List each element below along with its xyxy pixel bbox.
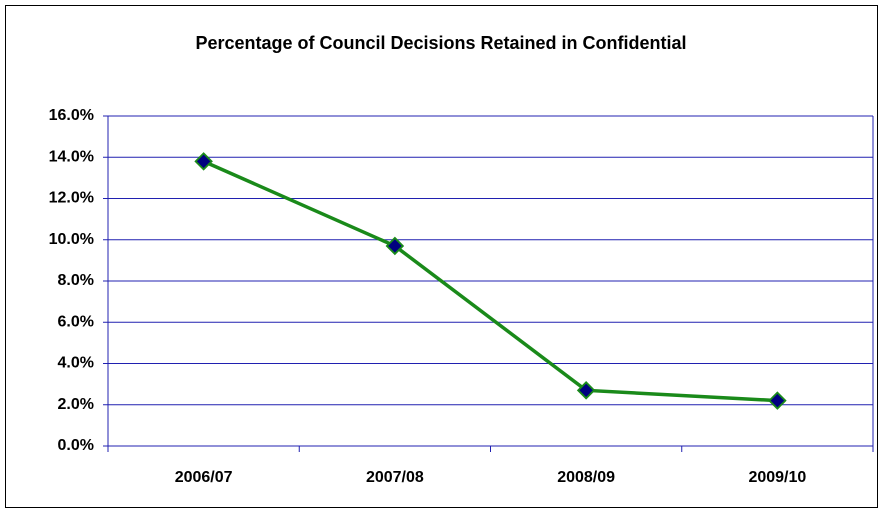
x-tick-label: 2007/08 bbox=[366, 469, 424, 486]
y-tick-label: 2.0% bbox=[58, 396, 94, 413]
x-tick-label: 2006/07 bbox=[175, 469, 233, 486]
data-marker bbox=[385, 236, 405, 256]
chart-border bbox=[5, 5, 878, 508]
y-tick-label: 6.0% bbox=[58, 313, 94, 330]
y-tick-label: 8.0% bbox=[58, 272, 94, 289]
data-marker bbox=[768, 391, 787, 410]
data-line bbox=[202, 159, 778, 403]
x-tick-label: 2008/09 bbox=[557, 469, 615, 486]
y-tick-label: 4.0% bbox=[58, 355, 94, 372]
y-tick-label: 14.0% bbox=[49, 148, 94, 165]
chart-title: Percentage of Council Decisions Retained… bbox=[195, 33, 686, 53]
y-tick-label: 16.0% bbox=[49, 107, 94, 124]
y-tick-label: 0.0% bbox=[58, 437, 94, 454]
x-tick-label: 2009/10 bbox=[748, 469, 806, 486]
data-marker bbox=[576, 381, 596, 400]
data-marker bbox=[194, 152, 213, 171]
y-tick-label: 10.0% bbox=[49, 231, 94, 248]
y-tick-label: 12.0% bbox=[49, 190, 94, 207]
